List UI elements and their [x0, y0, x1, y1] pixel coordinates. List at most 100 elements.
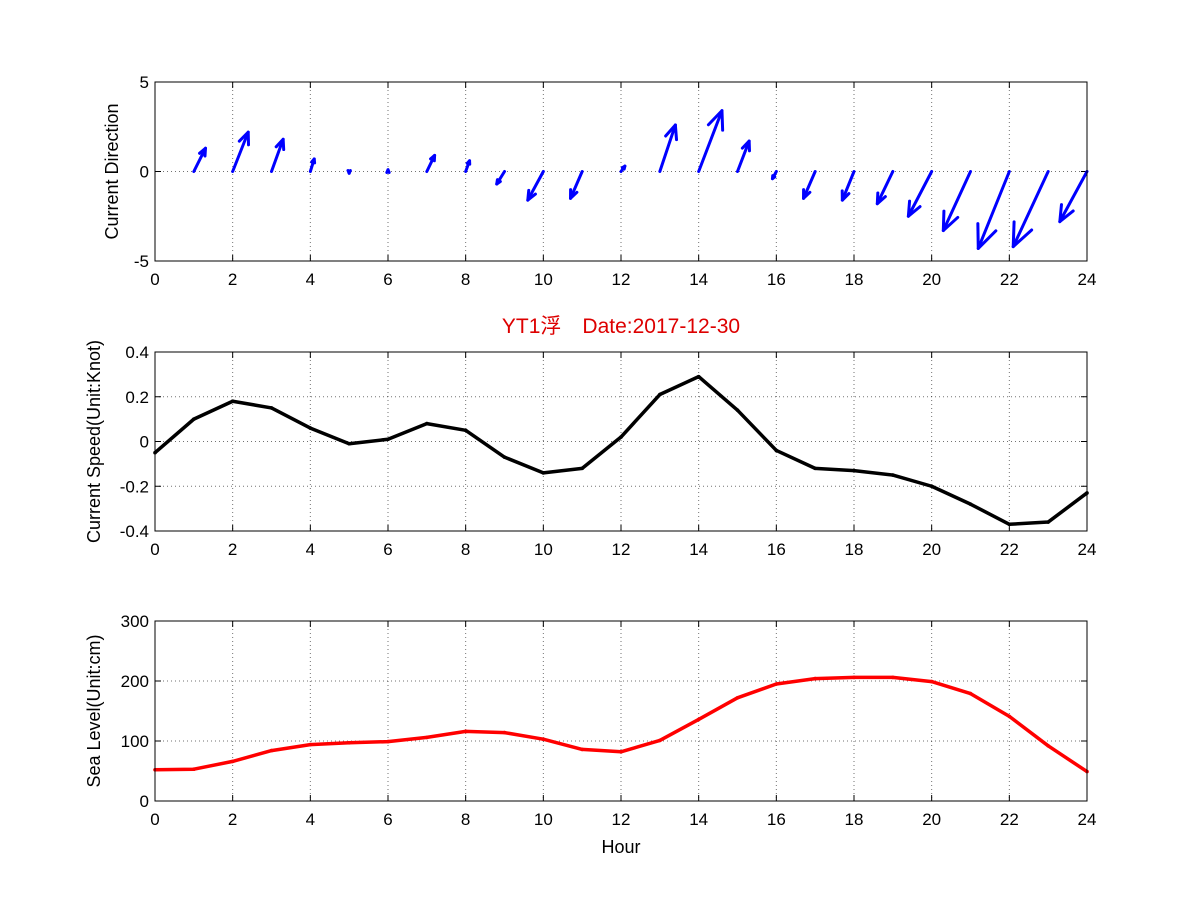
- data-point: [658, 392, 662, 397]
- data-point: [192, 417, 196, 421]
- data-point: [735, 696, 740, 700]
- x-tick-label: 20: [922, 540, 941, 559]
- y-axis-label: Sea Level(Unit:cm): [84, 634, 104, 787]
- x-tick-label: 14: [689, 810, 708, 829]
- x-tick-label: 14: [689, 540, 708, 559]
- x-tick-label: 16: [767, 810, 786, 829]
- plot-area: [155, 621, 1087, 801]
- current-arrow: [1058, 170, 1089, 224]
- x-tick-label: 2: [228, 270, 237, 289]
- y-tick-label: 0: [140, 792, 149, 811]
- x-tick-label: 16: [767, 270, 786, 289]
- data-point: [347, 741, 351, 745]
- data-point: [230, 759, 235, 764]
- current-arrow: [875, 170, 895, 206]
- data-point: [580, 747, 584, 752]
- current-arrow: [495, 170, 506, 186]
- data-point: [813, 676, 817, 681]
- x-tick-label: 18: [845, 270, 864, 289]
- data-point: [1007, 522, 1012, 527]
- y-tick-label: -0.4: [120, 522, 149, 541]
- current-arrow: [270, 137, 286, 173]
- current-arrow: [802, 170, 817, 200]
- data-point: [619, 435, 623, 439]
- x-tick-label: 12: [612, 810, 631, 829]
- x-tick-label: 14: [689, 270, 708, 289]
- data-point: [1007, 714, 1012, 719]
- current-arrow: [526, 170, 545, 202]
- data-point: [696, 717, 701, 722]
- x-tick-label: 2: [228, 540, 237, 559]
- data-point: [658, 738, 662, 743]
- x-tick-label: 20: [922, 810, 941, 829]
- data-point: [386, 437, 390, 442]
- data-point: [774, 682, 779, 686]
- x-tick-label: 8: [461, 270, 470, 289]
- data-point: [541, 471, 546, 475]
- x-tick-label: 8: [461, 810, 470, 829]
- x-tick-label: 0: [150, 540, 159, 559]
- y-axis-label: Current Direction: [102, 103, 122, 239]
- y-tick-label: 5: [140, 73, 149, 92]
- data-point: [774, 448, 779, 453]
- x-tick-label: 12: [612, 270, 631, 289]
- current-arrow: [464, 159, 472, 173]
- data-point: [852, 468, 856, 473]
- x-tick-label: 18: [845, 540, 864, 559]
- y-tick-label: 0: [140, 433, 149, 452]
- current-arrow: [736, 139, 751, 173]
- axes-frame: [154, 620, 1088, 802]
- data-point: [929, 679, 934, 684]
- x-tick-label: 10: [534, 540, 553, 559]
- x-tick-label: 10: [534, 810, 553, 829]
- axes-frame: [154, 81, 1088, 262]
- current-arrow: [385, 168, 391, 174]
- x-tick-label: 24: [1078, 540, 1097, 559]
- data-point: [463, 428, 468, 433]
- current-arrow: [941, 170, 972, 233]
- y-axis-label: Current Speed(Unit:Knot): [84, 340, 104, 543]
- current-arrow: [1011, 170, 1050, 249]
- data-point: [1046, 520, 1050, 524]
- current-arrow: [697, 109, 725, 173]
- x-tick-label: 2: [228, 810, 237, 829]
- x-axis-label: Hour: [601, 837, 640, 857]
- current-arrow: [619, 164, 627, 173]
- data-point: [463, 729, 468, 734]
- x-tick-label: 22: [1000, 270, 1019, 289]
- x-tick-label: 4: [306, 540, 315, 559]
- current-arrow: [906, 170, 934, 218]
- data-point: [192, 767, 196, 771]
- x-tick-label: 0: [150, 270, 159, 289]
- data-point: [425, 421, 429, 426]
- y-tick-label: -0.2: [120, 477, 149, 496]
- y-tick-label: -5: [134, 252, 149, 271]
- current-arrow: [308, 157, 317, 173]
- x-tick-label: 22: [1000, 540, 1019, 559]
- x-tick-label: 4: [306, 810, 315, 829]
- data-point: [386, 739, 390, 744]
- x-tick-label: 22: [1000, 810, 1019, 829]
- x-tick-label: 6: [383, 810, 392, 829]
- x-tick-label: 4: [306, 270, 315, 289]
- data-point: [968, 691, 973, 696]
- y-tick-label: 100: [121, 732, 149, 751]
- data-point: [580, 466, 584, 471]
- data-point: [813, 466, 817, 471]
- data-point: [230, 399, 235, 404]
- x-tick-label: 24: [1078, 810, 1097, 829]
- data-point: [696, 374, 701, 379]
- axes-frame: [154, 351, 1088, 532]
- x-tick-label: 18: [845, 810, 864, 829]
- current-arrow: [569, 170, 584, 200]
- y-tick-label: 200: [121, 672, 149, 691]
- current-speed-panel: 0 2 4 6 8 10 12 14 16 18 20 22 24-0.4-0.200.20.4Curr…: [84, 315, 1096, 559]
- current-arrow: [658, 123, 679, 173]
- current-arrow: [976, 170, 1011, 250]
- x-tick-label: 6: [383, 540, 392, 559]
- chart-title: YT1浮 Date:2017-12-30: [502, 315, 740, 338]
- data-point: [852, 675, 856, 680]
- current-arrow: [346, 169, 352, 175]
